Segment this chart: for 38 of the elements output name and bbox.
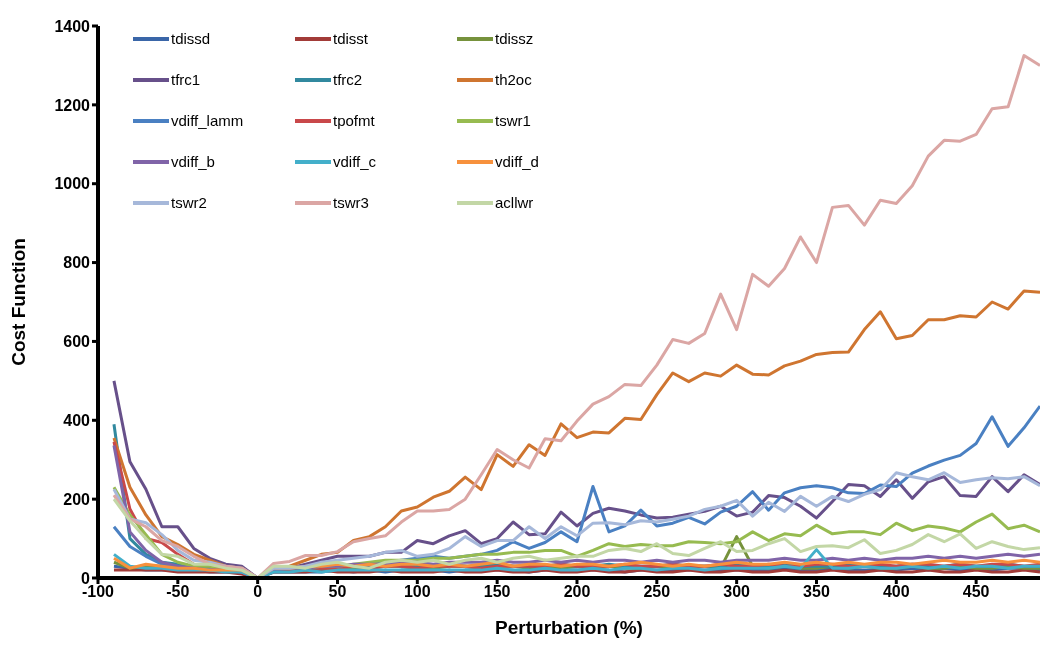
legend-label: tdisst bbox=[333, 30, 369, 47]
x-tick-label: 450 bbox=[962, 583, 990, 601]
legend-label: tfrc2 bbox=[333, 71, 363, 88]
legend-label: acllwr bbox=[495, 194, 534, 211]
legend-label: tswr3 bbox=[333, 194, 369, 211]
y-tick-label: 1200 bbox=[54, 96, 91, 114]
y-tick-label: 400 bbox=[63, 411, 91, 429]
y-tick-label: 600 bbox=[63, 333, 91, 351]
legend-label: vdiff_lamm bbox=[171, 112, 244, 129]
x-tick-label: -100 bbox=[81, 583, 115, 601]
x-tick-label: 0 bbox=[253, 583, 263, 601]
legend-label: tdissz bbox=[495, 30, 534, 47]
legend-label: tpofmt bbox=[333, 112, 375, 129]
legend-label: tswr1 bbox=[495, 112, 531, 129]
x-tick-label: 100 bbox=[403, 583, 431, 601]
x-axis-title: Perturbation (%) bbox=[495, 617, 643, 638]
y-tick-label: 1000 bbox=[54, 175, 91, 193]
y-tick-label: 1400 bbox=[54, 17, 91, 35]
legend-label: tdissd bbox=[171, 30, 211, 47]
y-axis-title: Cost Function bbox=[7, 238, 29, 366]
y-tick-label: 800 bbox=[63, 254, 91, 272]
legend-label: vdiff_b bbox=[171, 153, 215, 170]
legend-label: th2oc bbox=[495, 71, 532, 88]
x-tick-label: 250 bbox=[643, 583, 671, 601]
x-tick-label: 200 bbox=[563, 583, 591, 601]
legend-label: vdiff_c bbox=[333, 153, 377, 170]
x-tick-label: 50 bbox=[328, 583, 347, 601]
y-tick-label: 200 bbox=[63, 490, 91, 508]
legend-label: tswr2 bbox=[171, 194, 207, 211]
x-tick-label: -50 bbox=[166, 583, 190, 601]
x-tick-label: 300 bbox=[723, 583, 751, 601]
x-tick-label: 350 bbox=[803, 583, 830, 601]
legend-label: tfrc1 bbox=[171, 71, 201, 88]
x-tick-label: 400 bbox=[882, 583, 910, 601]
legend-label: vdiff_d bbox=[495, 153, 539, 170]
line-series bbox=[112, 54, 1040, 578]
line-series bbox=[112, 548, 1040, 578]
x-tick-label: 150 bbox=[483, 583, 511, 601]
